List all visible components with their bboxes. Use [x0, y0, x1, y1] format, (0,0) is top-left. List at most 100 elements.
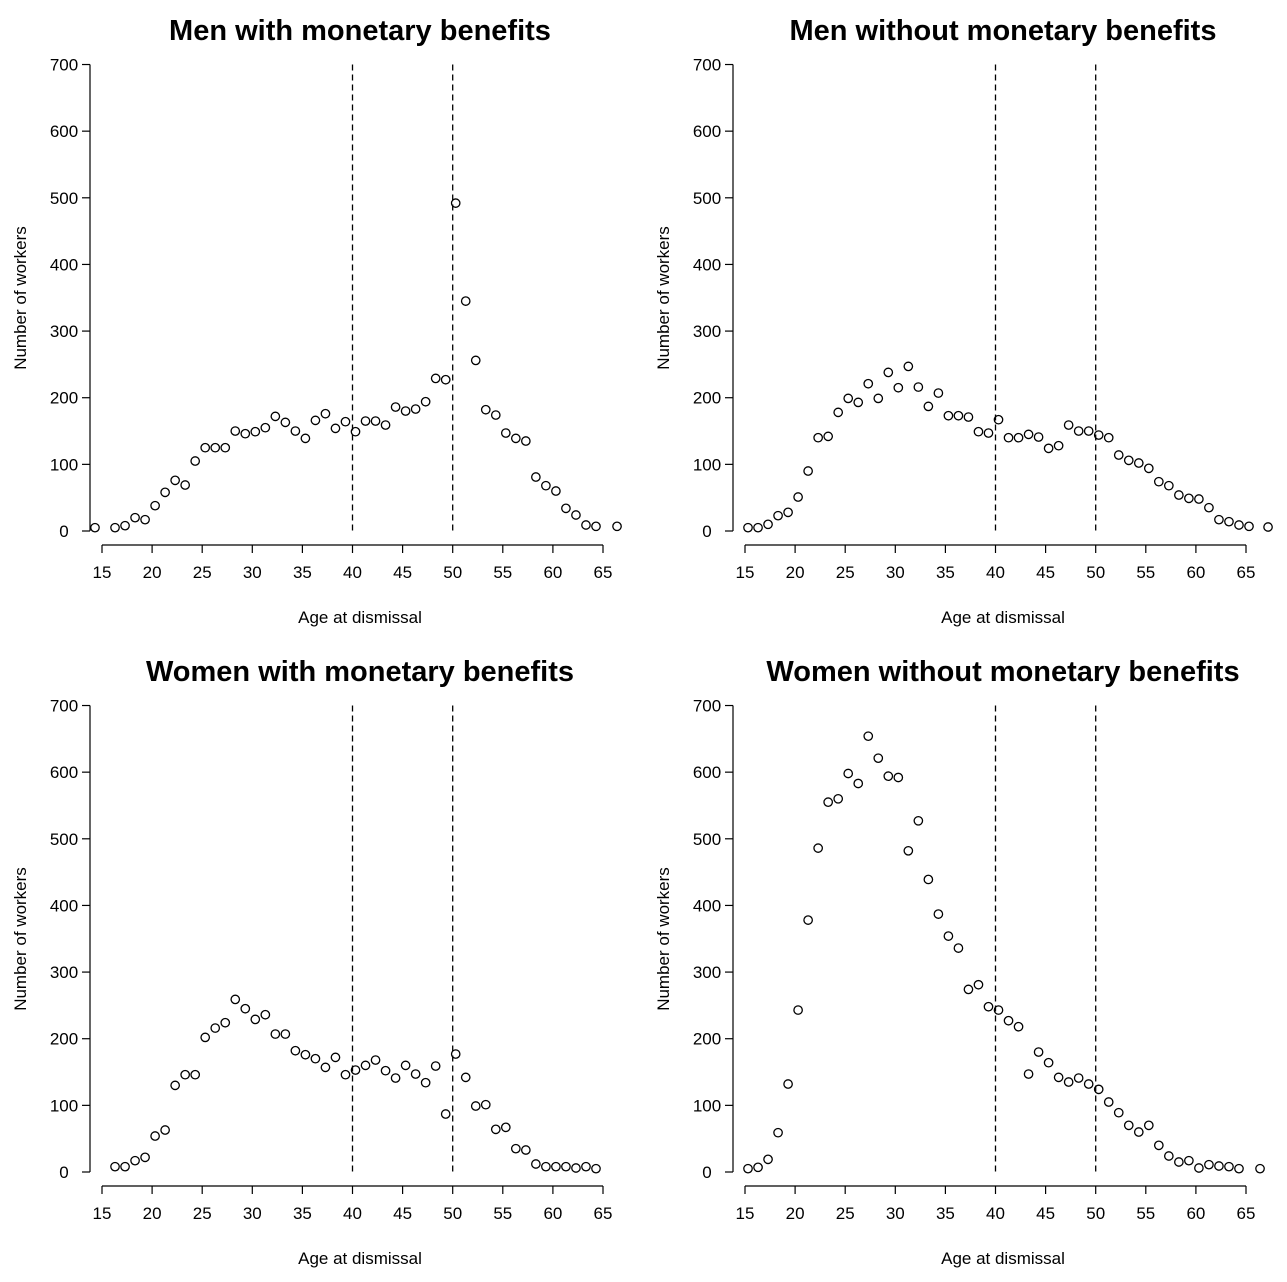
y-tick-label: 500: [50, 830, 78, 849]
y-tick-label: 500: [693, 830, 721, 849]
chart-panel: Women with monetary benefits 0 100 200 300 40…: [0, 641, 643, 1282]
y-axis-label: Number of workers: [654, 226, 673, 370]
data-point: [1174, 1157, 1184, 1167]
y-tick-label: 200: [50, 1030, 78, 1049]
y-tick-label: 100: [693, 455, 721, 474]
data-point: [823, 431, 834, 442]
data-point: [370, 416, 381, 426]
data-point: [1133, 1127, 1144, 1137]
data-point: [490, 1124, 501, 1135]
x-tick-label: 55: [1136, 563, 1155, 582]
y-tick-label: 700: [50, 56, 78, 75]
data-point: [913, 815, 924, 826]
x-tick-label: 25: [836, 1204, 855, 1223]
x-tick-label: 20: [786, 1204, 805, 1223]
data-point: [190, 1069, 201, 1080]
data-point: [300, 1049, 311, 1060]
chart-svg: Women without monetary benefits 0 100 200 30…: [654, 656, 1265, 1268]
data-point: [120, 520, 130, 531]
y-tick-label: 300: [50, 963, 78, 982]
x-axis-label: Age at dismissal: [298, 1249, 422, 1268]
data-point: [250, 1014, 261, 1025]
data-point: [1194, 494, 1204, 504]
data-point: [150, 1131, 160, 1141]
data-point: [470, 1101, 481, 1111]
data-point: [823, 797, 834, 807]
data-point: [510, 433, 521, 444]
x-tick-label: 30: [886, 1204, 905, 1223]
data-point: [340, 416, 351, 427]
data-point: [1083, 1079, 1094, 1089]
data-point: [1103, 1097, 1114, 1107]
x-tick-label: 65: [594, 1204, 613, 1223]
data-point: [1204, 502, 1214, 513]
data-point: [973, 426, 984, 437]
x-tick-label: 40: [343, 1204, 362, 1223]
data-point: [1163, 480, 1174, 491]
data-point: [783, 1079, 793, 1089]
data-point: [260, 422, 271, 433]
data-point: [450, 198, 461, 208]
data-point: [500, 1122, 511, 1133]
data-point: [923, 401, 934, 412]
data-point: [210, 442, 221, 453]
data-point: [933, 909, 944, 919]
x-tick-label: 30: [243, 563, 262, 582]
data-point: [813, 843, 823, 853]
data-point: [120, 1161, 130, 1172]
x-tick-label: 45: [393, 563, 412, 582]
data-point: [551, 1161, 561, 1172]
x-tick-label: 55: [1136, 1204, 1155, 1223]
data-point: [561, 503, 571, 514]
x-tick-label: 25: [193, 563, 212, 582]
x-axis-label: Age at dismissal: [298, 608, 422, 627]
x-tick-label: 65: [1237, 563, 1256, 582]
data-point: [803, 915, 813, 925]
data-point: [843, 768, 854, 779]
x-tick-label: 60: [543, 1204, 562, 1223]
chart-title: Women without monetary benefits: [766, 656, 1239, 688]
data-point: [460, 296, 471, 306]
y-tick-label: 300: [50, 322, 78, 341]
data-point: [833, 793, 844, 804]
data-point: [410, 404, 421, 414]
y-tick-label: 400: [693, 255, 721, 274]
data-point: [973, 979, 984, 990]
data-point: [350, 1065, 361, 1075]
data-point: [1143, 1120, 1154, 1131]
data-point: [130, 1155, 140, 1166]
data-point: [480, 1099, 491, 1110]
data-point: [1244, 521, 1254, 532]
data-point: [1224, 516, 1234, 527]
data-point: [883, 771, 894, 782]
data-point: [1123, 455, 1134, 466]
data-point: [290, 1045, 301, 1056]
data-point: [531, 472, 541, 482]
data-point: [250, 426, 261, 437]
data-point: [400, 406, 411, 416]
data-point: [953, 410, 964, 421]
data-point: [1063, 1077, 1074, 1087]
data-point: [531, 1159, 541, 1169]
data-point: [1194, 1163, 1204, 1173]
data-point: [450, 1049, 461, 1059]
data-point: [420, 396, 431, 407]
chart-svg: Women with monetary benefits 0 100 200 300 40…: [11, 656, 613, 1268]
data-point: [873, 753, 884, 764]
data-point: [160, 487, 170, 498]
data-point: [1033, 1047, 1044, 1057]
chart-svg: Men with monetary benefits 0 100 200 300 400 5…: [11, 15, 622, 627]
data-point: [310, 415, 321, 426]
data-point: [1103, 432, 1114, 443]
data-point: [1214, 514, 1224, 525]
data-point: [180, 480, 191, 490]
data-point: [612, 521, 622, 532]
data-point: [763, 1154, 773, 1165]
x-tick-label: 55: [493, 563, 512, 582]
y-tick-label: 700: [693, 697, 721, 716]
data-point: [380, 420, 391, 430]
data-point: [500, 428, 511, 438]
data-point: [581, 1161, 591, 1172]
data-point: [1063, 420, 1074, 430]
data-point: [350, 426, 361, 437]
